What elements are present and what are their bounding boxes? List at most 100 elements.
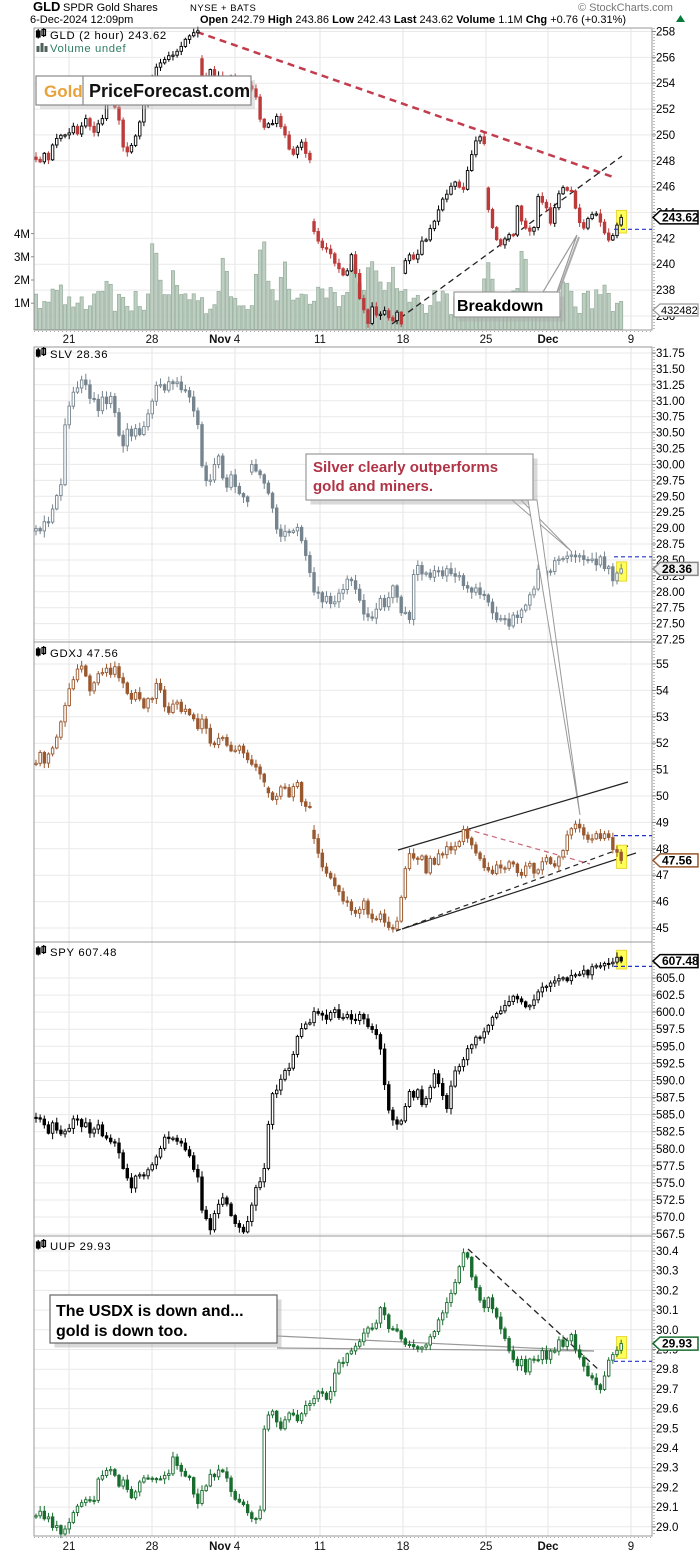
svg-text:587.5: 587.5	[656, 1093, 685, 1105]
svg-text:592.5: 592.5	[656, 1058, 685, 1070]
svg-text:256: 256	[656, 52, 675, 64]
svg-text:21: 21	[63, 1541, 76, 1553]
svg-text:Silver clearly outperforms: Silver clearly outperforms	[313, 459, 498, 476]
svg-text:29.1: 29.1	[656, 1502, 678, 1514]
svg-text:51: 51	[656, 765, 669, 777]
svg-text:240: 240	[656, 259, 675, 271]
svg-text:577.5: 577.5	[656, 1161, 685, 1173]
svg-text:21: 21	[63, 334, 76, 346]
svg-text:246: 246	[656, 182, 675, 194]
svg-text:Nov: Nov	[209, 1541, 231, 1553]
svg-text:29.4: 29.4	[656, 1443, 679, 1455]
svg-text:Volume undef: Volume undef	[50, 43, 127, 55]
svg-text:29.5: 29.5	[656, 1423, 678, 1435]
svg-text:258: 258	[656, 27, 675, 39]
svg-text:250: 250	[656, 130, 675, 142]
svg-text:28.75: 28.75	[656, 539, 685, 551]
svg-text:9: 9	[628, 334, 634, 346]
svg-text:570.0: 570.0	[656, 1212, 685, 1224]
svg-text:NYSE + BATS: NYSE + BATS	[190, 3, 256, 14]
svg-text:3M: 3M	[14, 252, 30, 264]
svg-text:GLD (2 hour) 243.62: GLD (2 hour) 243.62	[50, 30, 167, 42]
svg-text:6-Dec-2024 12:09pm: 6-Dec-2024 12:09pm	[30, 14, 133, 26]
svg-text:28: 28	[146, 334, 159, 346]
svg-text:54: 54	[656, 685, 669, 697]
svg-text:29.8: 29.8	[656, 1364, 678, 1376]
svg-text:254: 254	[656, 78, 676, 90]
svg-text:602.5: 602.5	[656, 990, 685, 1002]
svg-text:2M: 2M	[14, 275, 30, 287]
svg-text:607.48: 607.48	[662, 954, 699, 968]
svg-text:46: 46	[656, 897, 669, 909]
svg-text:PriceForecast.com: PriceForecast.com	[89, 81, 250, 101]
svg-text:30.1: 30.1	[656, 1305, 678, 1317]
svg-text:SPDR Gold Shares: SPDR Gold Shares	[63, 2, 158, 14]
svg-text:29.6: 29.6	[656, 1404, 678, 1416]
svg-text:49: 49	[656, 817, 669, 829]
svg-text:gold is down too.: gold is down too.	[56, 1323, 188, 1340]
svg-text:30.50: 30.50	[656, 428, 685, 440]
svg-text:242: 242	[656, 233, 675, 245]
svg-text:248: 248	[656, 156, 675, 168]
svg-text:SPY 607.48: SPY 607.48	[50, 947, 117, 959]
svg-text:575.0: 575.0	[656, 1178, 685, 1190]
svg-text:582.5: 582.5	[656, 1127, 685, 1139]
svg-text:243.62: 243.62	[662, 210, 699, 224]
svg-text:600.0: 600.0	[656, 1007, 685, 1019]
svg-text:1M: 1M	[14, 298, 30, 310]
svg-text:29.3: 29.3	[656, 1463, 678, 1475]
svg-text:11: 11	[314, 1541, 326, 1553]
svg-text:55: 55	[656, 659, 669, 671]
svg-text:580.0: 580.0	[656, 1144, 685, 1156]
svg-text:595.0: 595.0	[656, 1041, 685, 1053]
svg-text:29.7: 29.7	[656, 1384, 678, 1396]
svg-text:25: 25	[480, 334, 493, 346]
svg-text:31.50: 31.50	[656, 364, 685, 376]
svg-text:29.93: 29.93	[662, 1337, 692, 1351]
svg-text:50: 50	[656, 791, 669, 803]
svg-text:11: 11	[314, 334, 326, 346]
svg-text:SLV 28.36: SLV 28.36	[50, 349, 108, 361]
svg-text:Nov: Nov	[209, 334, 231, 346]
svg-text:48: 48	[656, 844, 669, 856]
svg-text:28.36: 28.36	[662, 562, 692, 576]
svg-text:9: 9	[628, 1541, 634, 1553]
svg-text:Dec: Dec	[537, 334, 559, 346]
svg-text:238: 238	[656, 285, 675, 297]
svg-text:27.25: 27.25	[656, 635, 685, 647]
svg-text:18: 18	[397, 334, 410, 346]
svg-text:590.0: 590.0	[656, 1076, 685, 1088]
svg-text:605.0: 605.0	[656, 973, 685, 985]
svg-text:30.25: 30.25	[656, 444, 685, 456]
svg-text:30.2: 30.2	[656, 1285, 678, 1297]
svg-text:gold and miners.: gold and miners.	[313, 478, 433, 495]
svg-text:Breakdown: Breakdown	[457, 298, 543, 315]
svg-text:45: 45	[656, 923, 669, 935]
svg-text:29.00: 29.00	[656, 523, 685, 535]
svg-text:585.0: 585.0	[656, 1110, 685, 1122]
svg-text:47: 47	[656, 870, 669, 882]
svg-text:4M: 4M	[14, 229, 30, 241]
svg-text:30.0: 30.0	[656, 1325, 678, 1337]
svg-text:29.75: 29.75	[656, 475, 685, 487]
svg-text:53: 53	[656, 712, 669, 724]
svg-text:432482: 432482	[661, 305, 698, 317]
svg-text:30.00: 30.00	[656, 459, 685, 471]
svg-text:GDXJ 47.56: GDXJ 47.56	[50, 648, 119, 660]
svg-text:567.5: 567.5	[656, 1229, 685, 1241]
svg-text:30.4: 30.4	[656, 1246, 679, 1258]
svg-text:29.2: 29.2	[656, 1482, 678, 1494]
svg-text:Dec: Dec	[537, 1541, 559, 1553]
svg-text:Open 242.79 High 243.86 Low 24: Open 242.79 High 243.86 Low 242.43 Last …	[200, 14, 626, 26]
svg-text:30.75: 30.75	[656, 412, 685, 424]
svg-text:47.56: 47.56	[662, 853, 692, 867]
svg-text:52: 52	[656, 738, 669, 750]
svg-text:27.50: 27.50	[656, 619, 685, 631]
svg-text:30.3: 30.3	[656, 1266, 678, 1278]
svg-text:The USDX is down and...: The USDX is down and...	[56, 1303, 244, 1320]
svg-text:Gold: Gold	[44, 82, 83, 101]
svg-text:4: 4	[234, 334, 241, 346]
svg-text:4: 4	[234, 1541, 241, 1553]
svg-text:252: 252	[656, 104, 675, 116]
svg-text:29.0: 29.0	[656, 1522, 678, 1534]
